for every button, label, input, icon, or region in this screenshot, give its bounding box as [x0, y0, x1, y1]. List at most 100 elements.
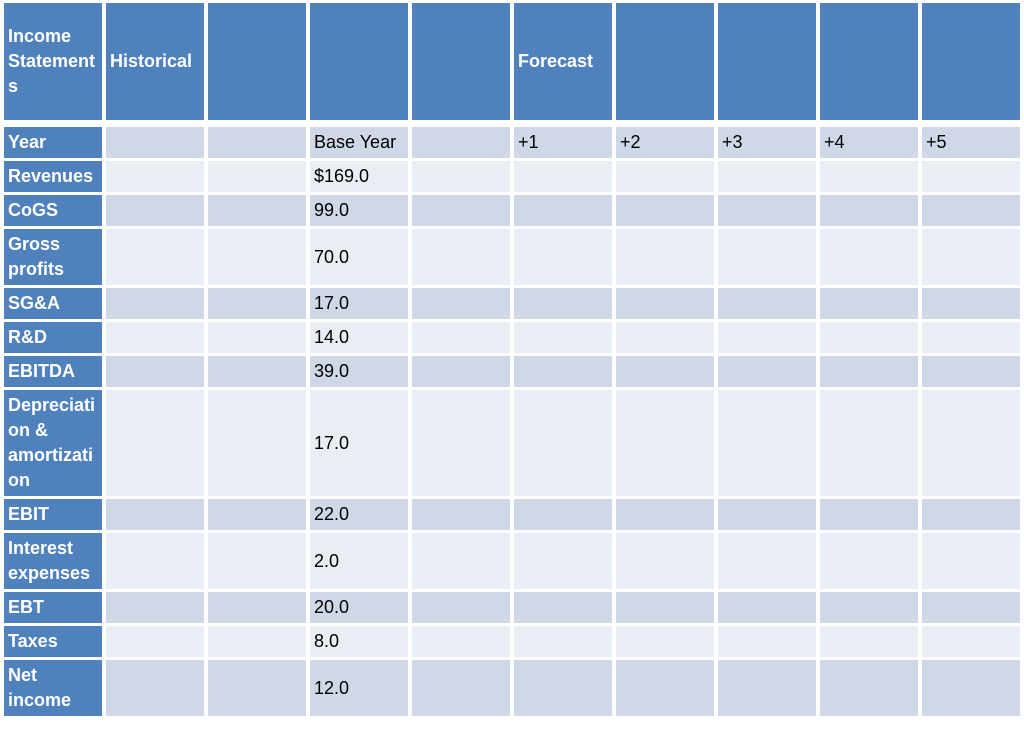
header-cell-empty: [820, 3, 918, 124]
table-row: Revenues $169.0: [4, 161, 1020, 192]
base-year-value-cell: 99.0: [310, 195, 408, 226]
value-cell: [922, 161, 1020, 192]
value-cell: [922, 626, 1020, 657]
value-cell: [922, 195, 1020, 226]
table-row: Net income 12.0: [4, 660, 1020, 716]
base-year-value-cell: 17.0: [310, 288, 408, 319]
base-year-value-cell: 8.0: [310, 626, 408, 657]
header-cell-empty: [616, 3, 714, 124]
table-row: CoGS 99.0: [4, 195, 1020, 226]
value-cell: +1: [514, 127, 612, 158]
header-cell-empty: [922, 3, 1020, 124]
header-cell-income-statements: Income Statements: [4, 3, 102, 124]
value-cell: [718, 499, 816, 530]
value-cell: [208, 533, 306, 589]
value-cell: [106, 356, 204, 387]
value-cell: [106, 660, 204, 716]
value-cell: [514, 229, 612, 285]
base-year-value-cell: 17.0: [310, 390, 408, 496]
value-cell: [412, 499, 510, 530]
row-label: EBIT: [4, 499, 102, 530]
value-cell: [616, 288, 714, 319]
header-cell-empty: [208, 3, 306, 124]
value-cell: [208, 626, 306, 657]
value-cell: [208, 322, 306, 353]
value-cell: [922, 288, 1020, 319]
value-cell: [514, 660, 612, 716]
value-cell: [820, 499, 918, 530]
base-year-value-cell: 20.0: [310, 592, 408, 623]
value-cell: [922, 592, 1020, 623]
value-cell: [922, 660, 1020, 716]
value-cell: [106, 592, 204, 623]
value-cell: [514, 322, 612, 353]
value-cell: [820, 195, 918, 226]
value-cell: [208, 499, 306, 530]
value-cell: [208, 195, 306, 226]
row-label: Interest expenses: [4, 533, 102, 589]
value-cell: [514, 499, 612, 530]
row-label: Gross profits: [4, 229, 102, 285]
value-cell: [922, 390, 1020, 496]
value-cell: [106, 499, 204, 530]
header-cell-empty: [718, 3, 816, 124]
value-cell: [514, 626, 612, 657]
header-cell-empty: [310, 3, 408, 124]
row-label: EBT: [4, 592, 102, 623]
value-cell: [718, 390, 816, 496]
row-label: CoGS: [4, 195, 102, 226]
base-year-value-cell: 22.0: [310, 499, 408, 530]
value-cell: [922, 229, 1020, 285]
value-cell: [616, 322, 714, 353]
value-cell: [208, 592, 306, 623]
value-cell: [820, 592, 918, 623]
value-cell: [208, 356, 306, 387]
table-row: Taxes 8.0: [4, 626, 1020, 657]
value-cell: [412, 356, 510, 387]
value-cell: [820, 660, 918, 716]
table-header: Income Statements Historical Forecast: [4, 3, 1020, 124]
value-cell: [718, 161, 816, 192]
table-row: Year Base Year +1 +2 +3 +4 +5: [4, 127, 1020, 158]
value-cell: [718, 592, 816, 623]
value-cell: [718, 626, 816, 657]
value-cell: [412, 322, 510, 353]
table-row: Depreciation & amortization 17.0: [4, 390, 1020, 496]
value-cell: [412, 195, 510, 226]
base-year-value-cell: 70.0: [310, 229, 408, 285]
value-cell: [514, 195, 612, 226]
table-row: SG&A 17.0: [4, 288, 1020, 319]
base-year-value-cell: 39.0: [310, 356, 408, 387]
value-cell: +2: [616, 127, 714, 158]
value-cell: [616, 356, 714, 387]
value-cell: [616, 195, 714, 226]
value-cell: [820, 533, 918, 589]
value-cell: [718, 356, 816, 387]
value-cell: [514, 533, 612, 589]
value-cell: [922, 322, 1020, 353]
value-cell: [820, 229, 918, 285]
value-cell: [820, 161, 918, 192]
value-cell: +3: [718, 127, 816, 158]
value-cell: [106, 390, 204, 496]
value-cell: [208, 288, 306, 319]
value-cell: [412, 592, 510, 623]
value-cell: [412, 288, 510, 319]
header-row: Income Statements Historical Forecast: [4, 3, 1020, 124]
value-cell: [718, 533, 816, 589]
value-cell: [616, 161, 714, 192]
table-row: R&D 14.0: [4, 322, 1020, 353]
base-year-value-cell: $169.0: [310, 161, 408, 192]
value-cell: [820, 356, 918, 387]
row-label: Year: [4, 127, 102, 158]
value-cell: [922, 499, 1020, 530]
value-cell: [514, 390, 612, 496]
value-cell: [106, 288, 204, 319]
value-cell: [616, 533, 714, 589]
value-cell: [718, 322, 816, 353]
value-cell: [514, 592, 612, 623]
value-cell: [208, 161, 306, 192]
value-cell: [412, 533, 510, 589]
base-year-value-cell: Base Year: [310, 127, 408, 158]
value-cell: [208, 127, 306, 158]
